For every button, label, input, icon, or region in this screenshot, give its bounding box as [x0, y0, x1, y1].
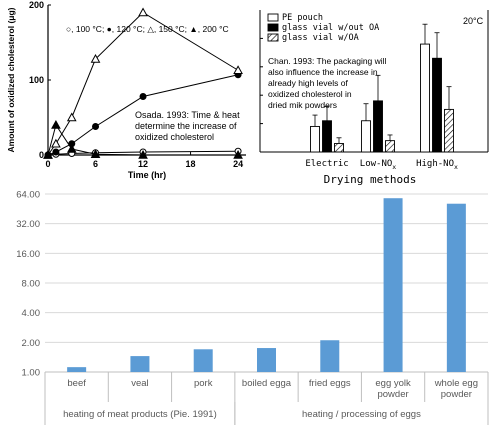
chart-2-annotation-line: also influence the increase in: [268, 67, 378, 77]
chart-1-annotation-line: determine the increase of: [135, 121, 237, 131]
data-point: [138, 7, 148, 17]
chart-2-annotation-line: oxidized cholesterol in: [268, 89, 352, 99]
chart-1-x-label: Time (hr): [128, 170, 166, 180]
chart-3: 1.00 2.00 4.00 8.00 16.00 32.00 64.00 beef veal…: [16, 190, 489, 425]
y-tick-label: 16.00: [16, 249, 40, 260]
legend-swatch: [267, 23, 279, 32]
y-tick-label: 64.00: [16, 190, 40, 201]
y-tick-label: 0: [39, 150, 44, 160]
data-point: [90, 53, 101, 63]
category-label: beef: [67, 378, 86, 389]
category-label: veal: [131, 378, 148, 389]
y-tick-label: 1.00: [22, 368, 41, 379]
bar: [310, 125, 320, 153]
chart-2-annotation-line: dried mik powders: [268, 100, 337, 110]
bar: [320, 340, 340, 372]
bar: [322, 120, 332, 153]
category-label: High-NOx: [416, 159, 458, 171]
category-label: Electric: [305, 159, 348, 169]
bar: [257, 348, 276, 372]
chart-2-annotation-line: already high levels of: [268, 78, 348, 88]
bar: [444, 108, 454, 153]
category-label: egg yolk: [375, 378, 411, 389]
legend-label: PE pouch: [282, 13, 323, 23]
chart-1: 0 6 12 18 24 0 100 200 ○, 100 °C; ●, 120 °C; △,…: [6, 0, 246, 180]
y-tick-label: 4.00: [22, 308, 41, 319]
chart-1-y-label: Amount of oxidized cholesterol (μg): [6, 7, 16, 152]
chart-1-annotation-line: Osada. 1993: Time & heat: [135, 110, 240, 120]
data-point: [139, 93, 147, 100]
y-tick-label: 32.00: [16, 219, 40, 230]
category-label: boiled egga: [242, 378, 292, 389]
y-tick-label: 200: [29, 0, 44, 10]
category-label: Low-NOx: [360, 159, 397, 171]
legend-swatch: [267, 33, 279, 42]
x-tick-label: 6: [93, 159, 98, 169]
bar: [193, 349, 213, 372]
bar: [432, 57, 442, 153]
legend-label: glass vial w/out OA: [282, 23, 379, 33]
x-tick-label: 0: [45, 159, 50, 169]
x-tick-label: 12: [138, 159, 148, 169]
data-point: [51, 119, 61, 129]
category-label: whole egg: [434, 378, 478, 389]
y-tick-label: 2.00: [22, 338, 41, 349]
group-label: heating / processing of eggs: [302, 409, 421, 420]
category-label: powder: [441, 389, 472, 400]
bar: [446, 203, 466, 372]
chart-2-x-label: Drying methods: [324, 173, 417, 186]
chart-1-annotation-line: oxidized cholesterol: [135, 132, 214, 142]
group-label: heating of meat products (Pie. 1991): [63, 409, 217, 420]
chart-1-annotation: Osada. 1993: Time & heat determine the i…: [135, 110, 240, 142]
y-tick-label: 100: [29, 75, 44, 85]
data-point: [90, 149, 101, 158]
bar: [130, 356, 150, 372]
chart-2-temperature-label: 20°C: [463, 16, 484, 26]
bar: [420, 43, 430, 153]
series-line: [47, 123, 239, 156]
legend-swatch: [267, 13, 279, 22]
data-point: [66, 112, 77, 122]
data-point: [138, 149, 148, 159]
bar: [334, 143, 344, 153]
data-point: [52, 148, 60, 156]
data-point: [233, 65, 243, 74]
chart-1-legend: ○, 100 °C; ●, 120 °C; △, 150 °C; ▲, 200 …: [66, 24, 229, 34]
data-point: [51, 138, 61, 148]
bar: [361, 120, 371, 153]
category-label: powder: [377, 389, 408, 400]
x-tick-label: 24: [233, 159, 243, 169]
bar: [373, 100, 383, 153]
bar: [385, 140, 395, 153]
data-point: [233, 149, 243, 159]
y-tick-label: 8.00: [22, 279, 41, 290]
data-point: [66, 143, 77, 153]
legend-label: glass vial w/OA: [282, 33, 359, 43]
data-point: [92, 123, 100, 130]
category-label: fried eggs: [309, 378, 351, 389]
x-tick-label: 18: [186, 159, 196, 169]
chart-2-annotation-line: Chan. 1993: The packaging will: [268, 56, 387, 66]
data-point: [43, 149, 53, 159]
bar: [67, 367, 87, 372]
chart-2-annotation: Chan. 1993: The packaging will also infl…: [268, 56, 387, 110]
bar: [383, 198, 403, 372]
category-label: pork: [194, 378, 213, 389]
